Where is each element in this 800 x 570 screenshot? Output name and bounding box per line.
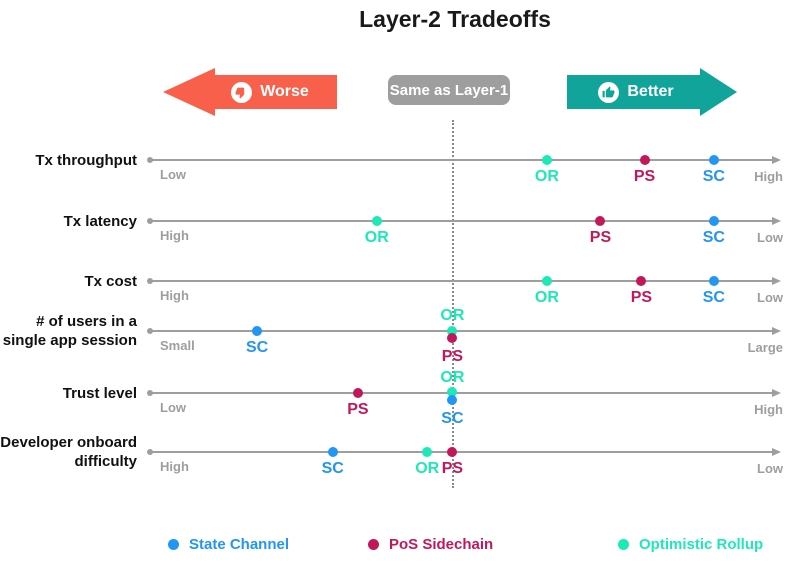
data-point-sc: [327, 447, 338, 457]
data-point-ps: [447, 333, 458, 343]
axis-start-dot: [147, 157, 153, 163]
data-point-label-or: OR: [440, 369, 465, 386]
data-point-ps: [352, 388, 363, 398]
axis-end-label-right: Low: [757, 230, 783, 245]
same-as-layer1-baseline: [452, 120, 454, 488]
data-point-or: [447, 326, 458, 336]
axis-end-label-left: High: [160, 288, 189, 303]
data-point-label-ps: PS: [633, 168, 656, 185]
legend-item-pos-sidechain: PoS Sidechain: [368, 536, 493, 553]
data-point-sc: [708, 276, 719, 286]
axis-arrowhead-icon: [772, 276, 781, 285]
row-label: Tx latency: [63, 212, 137, 230]
axis-arrowhead-icon: [772, 388, 781, 397]
data-point-ps: [595, 216, 606, 226]
row-label: # of users in a single app session: [2, 313, 137, 349]
same-as-layer1-badge: Same as Layer-1: [388, 75, 510, 105]
axis-end-label-right: Low: [757, 290, 783, 305]
axis-arrowhead-icon: [772, 447, 781, 456]
data-point-label-or: OR: [364, 229, 389, 246]
data-point-ps: [447, 447, 458, 457]
axis-start-dot: [147, 218, 153, 224]
row-label: Tx throughput: [35, 151, 137, 169]
data-point-ps: [636, 276, 647, 286]
axis-end-label-right: High: [754, 402, 783, 417]
data-point-label-ps: PS: [347, 401, 369, 418]
better-arrow: [567, 68, 737, 116]
legend-dot-pos-sidechain: [368, 539, 379, 550]
axis-end-label-right: Large: [747, 340, 783, 355]
data-point-label-or: OR: [534, 168, 559, 185]
worse-label: Worse: [260, 83, 309, 100]
data-point-or: [422, 447, 433, 457]
axis-end-label-right: Low: [757, 461, 783, 476]
data-point-label-sc: SC: [245, 339, 269, 356]
data-point-label-ps: PS: [630, 289, 653, 306]
thumbs-up-icon: [598, 81, 620, 103]
thumbs-up-glyph: [602, 86, 615, 97]
axis-arrowhead-icon: [772, 326, 781, 335]
legend-label-state-channel: State Channel: [189, 536, 290, 553]
page-title: Layer-2 Tradeoffs: [359, 6, 551, 32]
better-label: Better: [627, 83, 674, 100]
legend-item-state-channel: State Channel: [168, 536, 289, 553]
axis-line: [150, 392, 772, 394]
row-label: Developer onboard difficulty: [0, 434, 137, 470]
data-point-label-sc: SC: [441, 410, 464, 427]
legend-item-optimistic-rollup: Optimistic Rollup: [618, 536, 763, 553]
axis-end-label-left: Low: [160, 167, 186, 182]
axis-line: [150, 220, 772, 222]
axis-line: [150, 451, 772, 453]
legend-dot-state-channel: [168, 539, 179, 550]
better-arrow-shape: [567, 68, 737, 116]
axis-start-dot: [147, 390, 153, 396]
data-point-label-or: OR: [415, 460, 440, 477]
axis-line: [150, 330, 772, 332]
data-point-or: [447, 387, 458, 397]
axis-end-label-left: High: [160, 228, 189, 243]
data-point-or: [541, 155, 552, 165]
better-arrow-content: Better: [567, 68, 737, 116]
data-point-or: [541, 276, 552, 286]
axis-end-label-right: High: [754, 169, 783, 184]
data-point-label-sc: SC: [702, 229, 725, 246]
thumbs-down-glyph: [235, 87, 245, 98]
axis-line: [150, 280, 772, 282]
legend-dot-optimistic-rollup: [618, 539, 629, 550]
row-label: Trust level: [62, 384, 137, 402]
legend-label-optimistic-rollup: Optimistic Rollup: [639, 536, 764, 553]
thumbs-down-icon: [231, 81, 253, 103]
axis-arrowhead-icon: [772, 155, 781, 164]
axis-start-dot: [147, 278, 153, 284]
data-point-label-or: OR: [440, 307, 465, 324]
data-point-label-ps: PS: [589, 229, 612, 246]
axis-line: [150, 159, 772, 161]
axis-end-label-left: Small: [160, 338, 195, 353]
data-point-label-or: OR: [534, 289, 559, 306]
data-point-sc: [447, 395, 458, 405]
row-label: Tx cost: [84, 272, 137, 290]
data-point-label-ps: PS: [441, 460, 464, 477]
data-point-sc: [252, 326, 263, 336]
data-point-label-sc: SC: [702, 289, 725, 306]
axis-arrowhead-icon: [772, 216, 781, 225]
data-point-ps: [639, 155, 650, 165]
data-point-sc: [708, 216, 719, 226]
data-point-label-sc: SC: [702, 168, 725, 185]
axis-end-label-left: High: [160, 459, 189, 474]
data-point-sc: [708, 155, 719, 165]
data-point-label-sc: SC: [321, 460, 344, 477]
axis-end-label-left: Low: [160, 400, 186, 415]
legend-label-pos-sidechain: PoS Sidechain: [389, 536, 494, 553]
data-point-label-ps: PS: [441, 348, 464, 365]
axis-start-dot: [147, 328, 153, 334]
data-point-or: [371, 216, 382, 226]
axis-start-dot: [147, 449, 153, 455]
worse-arrow-content: Worse: [163, 68, 337, 116]
